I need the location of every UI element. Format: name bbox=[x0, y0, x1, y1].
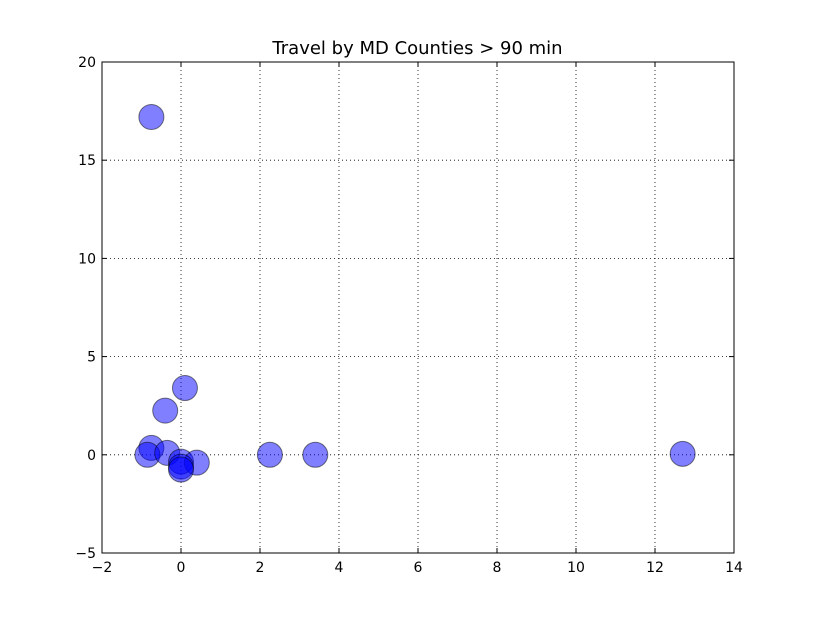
y-tick-label: −5 bbox=[75, 546, 96, 562]
y-tick-label: 10 bbox=[78, 251, 96, 267]
scatter-point bbox=[168, 456, 194, 483]
scatter-point bbox=[669, 440, 696, 467]
scatter-point bbox=[138, 103, 165, 130]
scatter-point bbox=[256, 441, 283, 468]
point-layer bbox=[134, 103, 696, 483]
x-tick-label: 8 bbox=[493, 560, 502, 576]
y-tick-label: 20 bbox=[78, 55, 96, 71]
grid-layer bbox=[102, 62, 734, 553]
x-tick-label: 14 bbox=[725, 560, 743, 576]
x-tick-label: 4 bbox=[335, 560, 344, 576]
x-tick-label: 2 bbox=[256, 560, 265, 576]
scatter-point bbox=[302, 441, 329, 468]
y-tick-label: 15 bbox=[78, 153, 96, 169]
x-tick-label: 0 bbox=[177, 560, 186, 576]
tick-layer: −2 0 2 4 6 8 10 12 14 −5 0 5 10 15 20 bbox=[75, 55, 743, 576]
x-tick-label: 10 bbox=[567, 560, 585, 576]
scatter-point bbox=[171, 375, 198, 402]
x-tick-label: −2 bbox=[92, 560, 113, 576]
scatter-point bbox=[152, 397, 179, 424]
y-tick-label: 5 bbox=[87, 350, 96, 366]
chart-title: Travel by MD Counties > 90 min bbox=[271, 38, 562, 59]
y-tick-label: 0 bbox=[87, 448, 96, 464]
x-tick-label: 12 bbox=[646, 560, 664, 576]
x-tick-label: 6 bbox=[414, 560, 423, 576]
